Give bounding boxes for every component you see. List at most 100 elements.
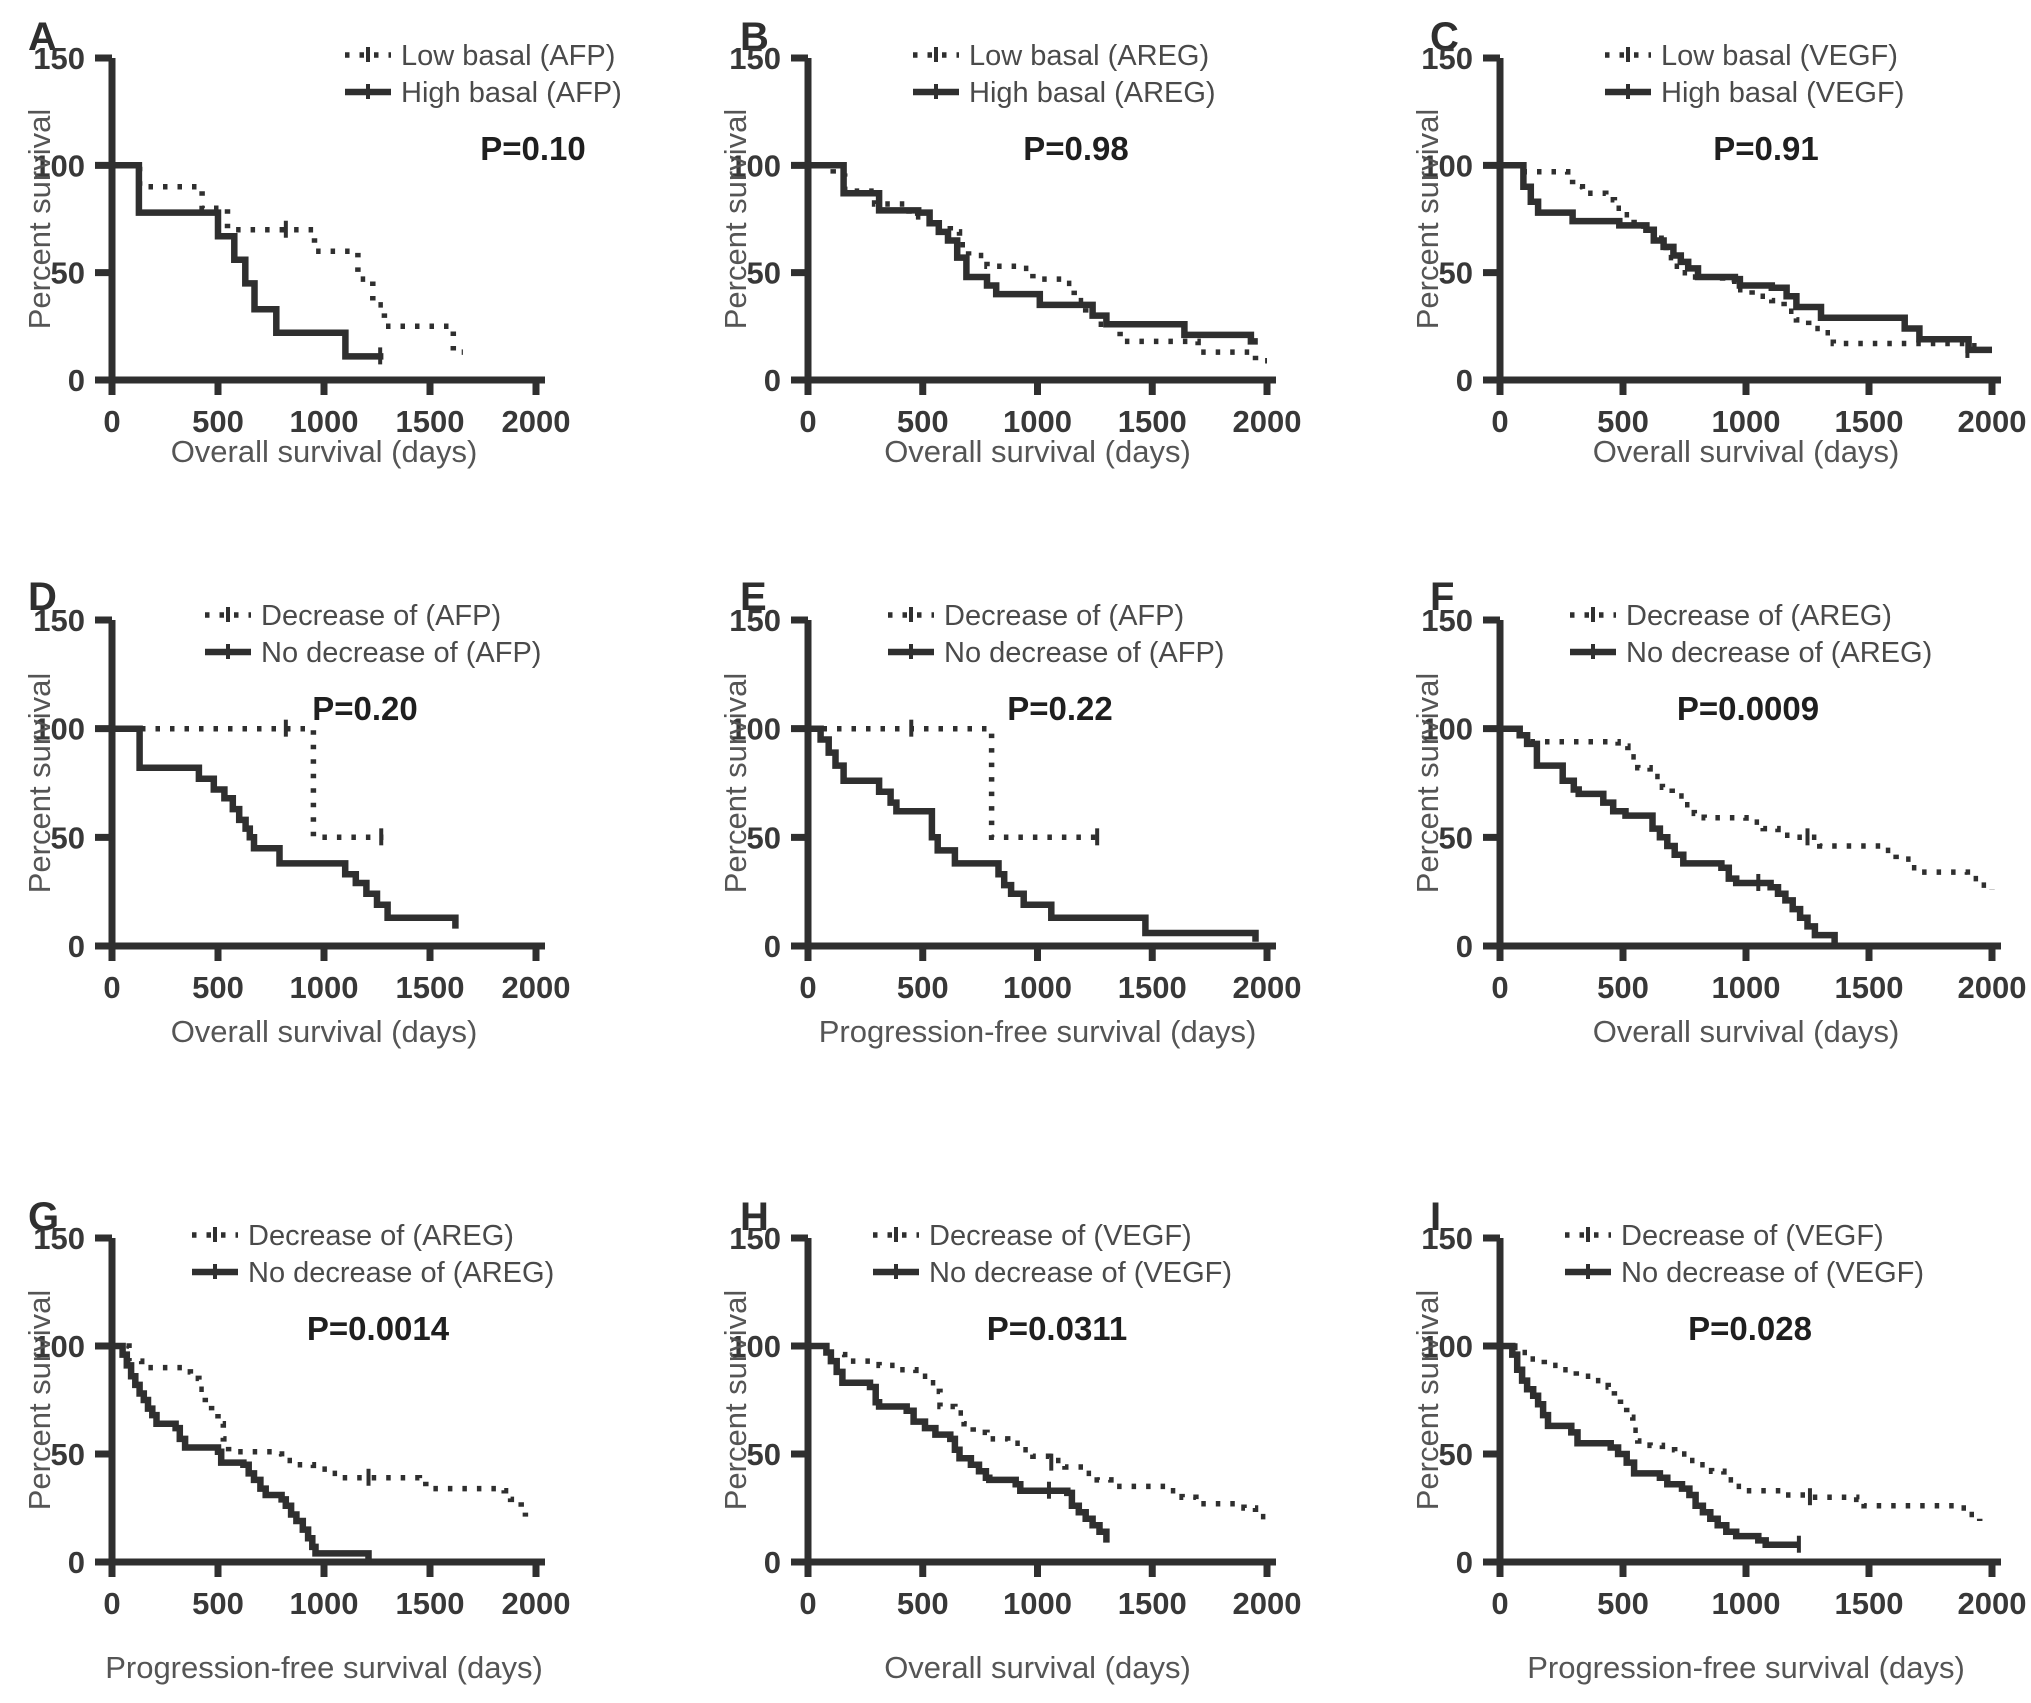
- series-solid: [808, 725, 1259, 942]
- y-tick-label: 0: [68, 363, 85, 398]
- legend-label: No decrease of (AREG): [1626, 637, 1932, 669]
- legend-label: Low basal (AFP): [401, 40, 615, 72]
- legend-label: Low basal (VEGF): [1661, 40, 1898, 72]
- x-tick-label: 1000: [1003, 970, 1072, 1005]
- panel-label: I: [1430, 1195, 1441, 1239]
- y-tick-label: 150: [33, 603, 85, 638]
- y-tick-label: 150: [1421, 41, 1473, 76]
- x-tick-label: 1000: [1003, 404, 1072, 439]
- y-axis-label: Percent survival: [22, 1290, 57, 1511]
- y-tick-label: 0: [1456, 363, 1473, 398]
- y-tick-label: 0: [1456, 929, 1473, 964]
- legend-label: No decrease of (VEGF): [929, 1257, 1232, 1289]
- legend-label: Decrease of (AREG): [248, 1220, 514, 1252]
- x-tick-label: 1500: [396, 1586, 465, 1621]
- x-axis-label: Progression-free survival (days): [1527, 1650, 1965, 1685]
- axes: [108, 620, 545, 956]
- y-axis-label: Percent survival: [22, 109, 57, 330]
- y-tick-label: 100: [33, 148, 85, 183]
- series-dotted: [808, 1343, 1270, 1521]
- legend-label: No decrease of (VEGF): [1621, 1257, 1924, 1289]
- y-tick-label: 50: [1439, 820, 1473, 855]
- x-tick-label: 500: [1597, 1586, 1649, 1621]
- y-tick-label: 50: [51, 820, 85, 855]
- series-solid: [1500, 162, 1992, 354]
- p-value: P=0.20: [312, 690, 418, 727]
- series-dotted: [112, 1343, 529, 1517]
- y-axis-label: Percent survival: [718, 1290, 753, 1511]
- y-tick-label: 0: [764, 363, 781, 398]
- panel-label: B: [740, 15, 769, 59]
- panel-label: H: [740, 1195, 769, 1239]
- series-solid: [1500, 725, 1838, 946]
- series-solid: [1500, 1342, 1801, 1548]
- series-solid: [112, 725, 459, 929]
- y-tick-label: 100: [33, 712, 85, 747]
- y-tick-label: 150: [729, 603, 781, 638]
- x-tick-label: 0: [799, 970, 816, 1005]
- panel-label: F: [1430, 575, 1454, 619]
- x-axis-label: Overall survival (days): [1593, 1014, 1900, 1049]
- y-tick-label: 50: [1439, 1437, 1473, 1472]
- series-solid: [808, 162, 1258, 345]
- x-tick-label: 2000: [502, 1586, 571, 1621]
- y-tick-label: 50: [747, 1437, 781, 1472]
- x-tick-label: 2000: [1958, 404, 2027, 439]
- legend-label: Decrease of (AFP): [261, 600, 501, 632]
- y-axis-label: Percent survival: [718, 109, 753, 330]
- panel-label: C: [1430, 15, 1459, 59]
- x-tick-label: 2000: [502, 970, 571, 1005]
- p-value: P=0.0311: [987, 1310, 1127, 1347]
- x-tick-label: 1500: [1835, 404, 1904, 439]
- x-tick-label: 500: [192, 970, 244, 1005]
- y-tick-label: 50: [51, 1437, 85, 1472]
- x-tick-label: 2000: [1233, 970, 1302, 1005]
- p-value: P=0.0009: [1677, 690, 1819, 727]
- x-tick-label: 0: [1491, 404, 1508, 439]
- x-axis-label: Progression-free survival (days): [819, 1014, 1257, 1049]
- x-tick-label: 1500: [1835, 1586, 1904, 1621]
- y-tick-label: 100: [729, 1329, 781, 1364]
- x-tick-label: 1000: [290, 404, 359, 439]
- legend-label: Decrease of (VEGF): [1621, 1220, 1884, 1252]
- x-tick-label: 0: [799, 404, 816, 439]
- x-axis-label: Overall survival (days): [884, 434, 1191, 469]
- y-tick-label: 150: [33, 41, 85, 76]
- y-tick-label: 100: [1421, 1329, 1473, 1364]
- p-value: P=0.10: [480, 130, 586, 167]
- x-tick-label: 0: [799, 1586, 816, 1621]
- x-tick-label: 1500: [396, 970, 465, 1005]
- y-tick-label: 50: [51, 256, 85, 291]
- y-axis-label: Percent survival: [22, 673, 57, 894]
- x-tick-label: 500: [1597, 970, 1649, 1005]
- y-tick-label: 100: [1421, 712, 1473, 747]
- y-tick-label: 0: [764, 929, 781, 964]
- series-solid: [808, 1342, 1110, 1543]
- x-tick-label: 500: [897, 970, 949, 1005]
- x-tick-label: 0: [103, 404, 120, 439]
- y-tick-label: 0: [68, 1545, 85, 1580]
- x-tick-label: 1000: [1712, 404, 1781, 439]
- y-tick-label: 150: [729, 41, 781, 76]
- series-dotted: [112, 162, 463, 355]
- legend-label: No decrease of (AFP): [944, 637, 1224, 669]
- y-tick-label: 150: [33, 1221, 85, 1256]
- panel-label: G: [28, 1195, 59, 1239]
- x-tick-label: 0: [1491, 970, 1508, 1005]
- y-tick-label: 50: [747, 256, 781, 291]
- series-solid: [112, 162, 384, 360]
- p-value: P=0.98: [1023, 130, 1129, 167]
- legend-label: No decrease of (AFP): [261, 637, 541, 669]
- y-tick-label: 150: [729, 1221, 781, 1256]
- x-tick-label: 1500: [1118, 404, 1187, 439]
- y-axis-label: Percent survival: [1410, 1290, 1445, 1511]
- legend-label: High basal (AREG): [969, 77, 1216, 109]
- x-tick-label: 2000: [1233, 1586, 1302, 1621]
- x-axis-label: Overall survival (days): [171, 434, 478, 469]
